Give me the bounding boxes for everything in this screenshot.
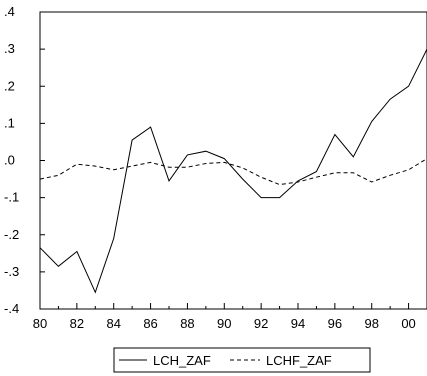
x-tick-label: 88: [180, 316, 194, 331]
y-tick-label: .1: [4, 115, 15, 130]
y-tick-label: -.3: [4, 264, 19, 279]
x-tick-label: 80: [33, 316, 47, 331]
legend: LCH_ZAF LCHF_ZAF: [113, 347, 371, 373]
y-tick-label: -.4: [4, 301, 19, 316]
x-tick-label: 00: [401, 316, 415, 331]
x-tick-label: 94: [291, 316, 305, 331]
y-tick-label: .2: [4, 78, 15, 93]
x-tick-label: 90: [217, 316, 231, 331]
y-tick-label: .0: [4, 153, 15, 168]
x-tick-label: 84: [106, 316, 120, 331]
x-tick-label: 82: [70, 316, 84, 331]
y-tick-label: -.1: [4, 190, 19, 205]
series-lines: [39, 48, 427, 294]
x-tick-label: 86: [143, 316, 157, 331]
series-line-lchf-zaf: [39, 158, 427, 186]
x-axis-ticks: 80 82 84 86 88 90 92 94 96 98 00: [33, 303, 427, 331]
legend-label-lch-zaf: LCH_ZAF: [153, 353, 211, 368]
x-tick-label: 96: [328, 316, 342, 331]
x-tick-label: 98: [364, 316, 378, 331]
legend-box: [113, 347, 371, 373]
y-tick-label: -.2: [4, 227, 19, 242]
y-tick-label: .4: [4, 4, 15, 19]
y-axis-ticks: -.4 -.3 -.2 -.1 .0 .1 .2 .3 .4: [4, 4, 45, 316]
series-line-lch-zaf: [39, 48, 427, 294]
legend-label-lchf-zaf: LCHF_ZAF: [266, 353, 332, 368]
x-tick-label: 92: [254, 316, 268, 331]
plot-frame: [39, 11, 427, 310]
y-tick-label: .3: [4, 41, 15, 56]
